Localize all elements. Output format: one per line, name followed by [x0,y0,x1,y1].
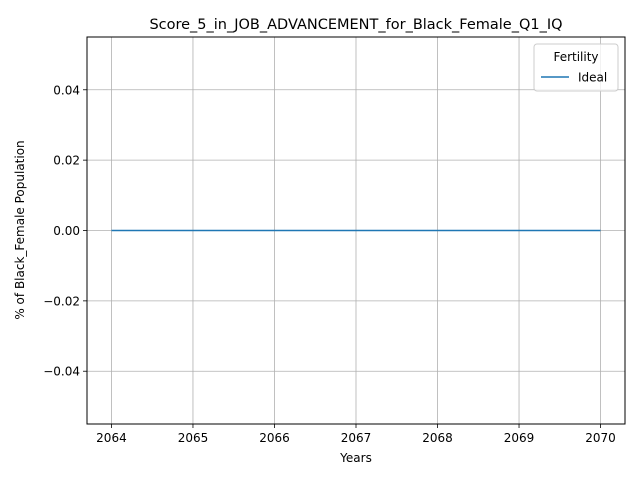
x-tick-label: 2065 [178,431,209,445]
x-tick-label: 2068 [422,431,453,445]
x-tick-label: 2064 [96,431,127,445]
chart-title: Score_5_in_JOB_ADVANCEMENT_for_Black_Fem… [149,17,562,33]
y-tick-label: 0.04 [53,83,80,97]
x-tick-label: 2067 [341,431,372,445]
x-tick-label: 2066 [259,431,290,445]
legend-title: Fertility [553,50,598,64]
y-tick-label: 0.00 [53,224,80,238]
x-tick-label: 2070 [585,431,616,445]
x-tick-label: 2069 [504,431,535,445]
x-axis-label: Years [339,451,372,465]
y-tick-label: −0.04 [43,365,80,379]
y-tick-label: −0.02 [43,294,80,308]
y-tick-label: 0.02 [53,154,80,168]
legend: Fertility Ideal [534,44,618,91]
legend-label-ideal: Ideal [578,71,607,85]
y-axis-label: % of Black_Female Population [13,140,27,319]
